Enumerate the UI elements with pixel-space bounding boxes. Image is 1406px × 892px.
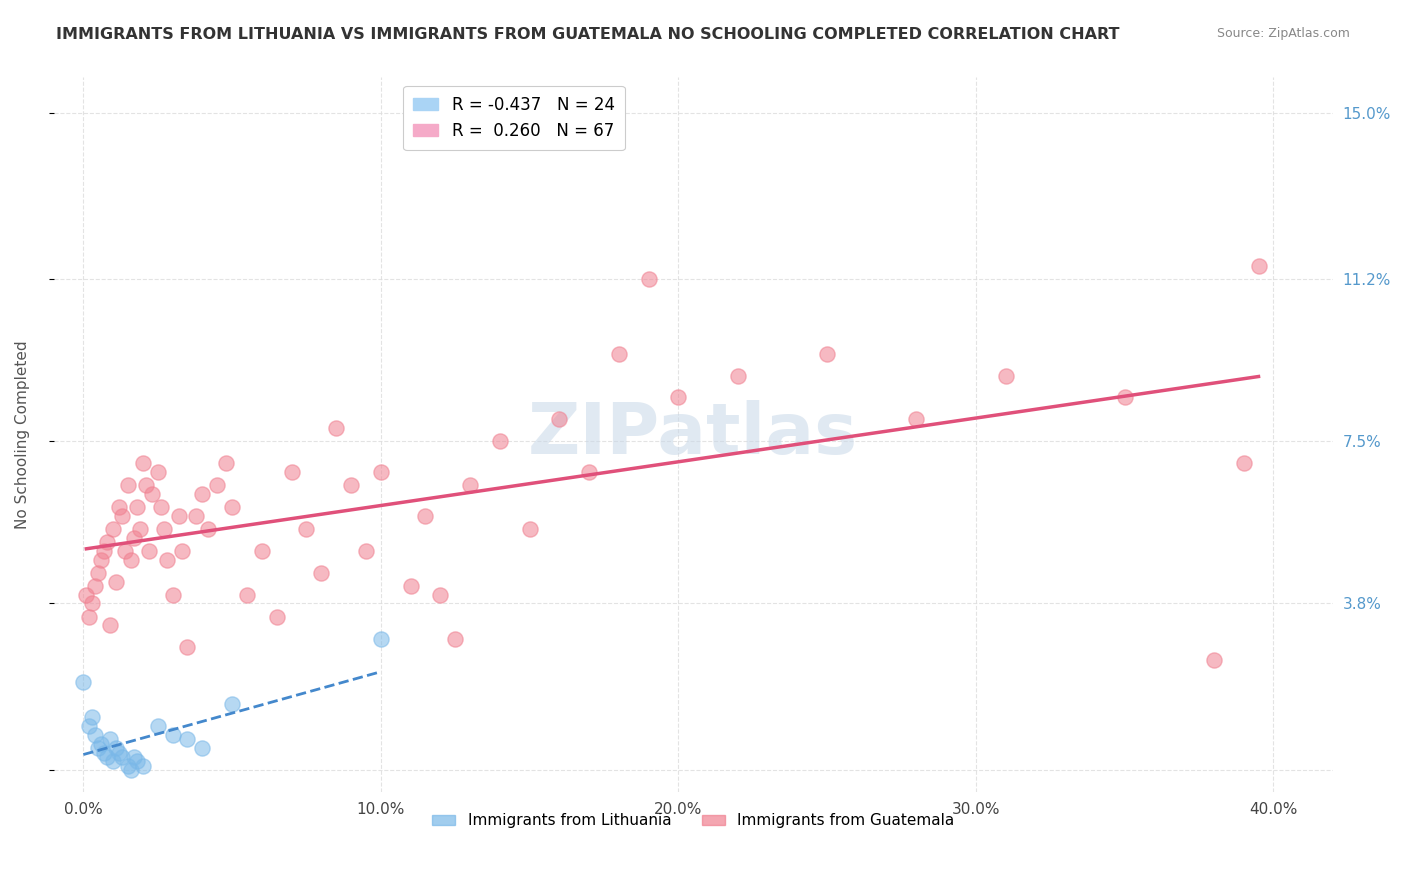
- Immigrants from Guatemala: [1233, 456, 1256, 470]
- Immigrants from Lithuania: [120, 763, 142, 777]
- Immigrants from Guatemala: [727, 368, 749, 383]
- Immigrants from Guatemala: [108, 500, 131, 514]
- Immigrants from Lithuania: [82, 710, 104, 724]
- Immigrants from Guatemala: [111, 508, 134, 523]
- Immigrants from Lithuania: [87, 741, 110, 756]
- Immigrants from Lithuania: [117, 758, 139, 772]
- Immigrants from Guatemala: [548, 412, 571, 426]
- Immigrants from Guatemala: [578, 465, 600, 479]
- Immigrants from Guatemala: [399, 579, 422, 593]
- Immigrants from Guatemala: [458, 478, 481, 492]
- Immigrants from Guatemala: [280, 465, 302, 479]
- Immigrants from Guatemala: [98, 618, 121, 632]
- Immigrants from Guatemala: [114, 544, 136, 558]
- Immigrants from Guatemala: [101, 522, 124, 536]
- Immigrants from Guatemala: [122, 531, 145, 545]
- Immigrants from Guatemala: [815, 346, 838, 360]
- Immigrants from Lithuania: [370, 632, 392, 646]
- Immigrants from Guatemala: [170, 544, 193, 558]
- Immigrants from Guatemala: [1202, 653, 1225, 667]
- Immigrants from Guatemala: [141, 487, 163, 501]
- Immigrants from Guatemala: [132, 456, 155, 470]
- Immigrants from Guatemala: [90, 552, 112, 566]
- Immigrants from Guatemala: [444, 632, 467, 646]
- Immigrants from Lithuania: [191, 741, 214, 756]
- Immigrants from Guatemala: [354, 544, 377, 558]
- Y-axis label: No Schooling Completed: No Schooling Completed: [15, 341, 30, 529]
- Immigrants from Guatemala: [105, 574, 128, 589]
- Immigrants from Guatemala: [138, 544, 160, 558]
- Immigrants from Lithuania: [90, 737, 112, 751]
- Immigrants from Guatemala: [125, 500, 148, 514]
- Immigrants from Lithuania: [105, 741, 128, 756]
- Text: Source: ZipAtlas.com: Source: ZipAtlas.com: [1216, 27, 1350, 40]
- Immigrants from Guatemala: [311, 566, 333, 580]
- Immigrants from Guatemala: [135, 478, 157, 492]
- Immigrants from Guatemala: [666, 391, 689, 405]
- Immigrants from Lithuania: [146, 719, 169, 733]
- Immigrants from Guatemala: [156, 552, 179, 566]
- Immigrants from Guatemala: [117, 478, 139, 492]
- Immigrants from Guatemala: [519, 522, 541, 536]
- Immigrants from Guatemala: [162, 588, 184, 602]
- Immigrants from Lithuania: [79, 719, 101, 733]
- Immigrants from Guatemala: [1247, 259, 1270, 273]
- Immigrants from Guatemala: [75, 588, 97, 602]
- Immigrants from Guatemala: [1114, 391, 1136, 405]
- Immigrants from Guatemala: [186, 508, 208, 523]
- Immigrants from Guatemala: [197, 522, 219, 536]
- Immigrants from Guatemala: [489, 434, 512, 449]
- Immigrants from Guatemala: [93, 544, 115, 558]
- Immigrants from Guatemala: [84, 579, 107, 593]
- Immigrants from Guatemala: [79, 609, 101, 624]
- Immigrants from Guatemala: [250, 544, 273, 558]
- Immigrants from Guatemala: [637, 272, 659, 286]
- Text: IMMIGRANTS FROM LITHUANIA VS IMMIGRANTS FROM GUATEMALA NO SCHOOLING COMPLETED CO: IMMIGRANTS FROM LITHUANIA VS IMMIGRANTS …: [56, 27, 1119, 42]
- Text: ZIPatlas: ZIPatlas: [529, 401, 858, 469]
- Immigrants from Lithuania: [162, 728, 184, 742]
- Immigrants from Guatemala: [221, 500, 243, 514]
- Immigrants from Lithuania: [111, 750, 134, 764]
- Immigrants from Guatemala: [96, 535, 118, 549]
- Immigrants from Guatemala: [994, 368, 1017, 383]
- Legend: Immigrants from Lithuania, Immigrants from Guatemala: Immigrants from Lithuania, Immigrants fr…: [426, 807, 960, 834]
- Immigrants from Lithuania: [98, 732, 121, 747]
- Immigrants from Guatemala: [87, 566, 110, 580]
- Immigrants from Guatemala: [415, 508, 437, 523]
- Immigrants from Guatemala: [266, 609, 288, 624]
- Immigrants from Lithuania: [108, 746, 131, 760]
- Immigrants from Guatemala: [167, 508, 190, 523]
- Immigrants from Lithuania: [125, 754, 148, 768]
- Immigrants from Guatemala: [146, 465, 169, 479]
- Immigrants from Guatemala: [191, 487, 214, 501]
- Immigrants from Guatemala: [340, 478, 363, 492]
- Immigrants from Guatemala: [370, 465, 392, 479]
- Immigrants from Lithuania: [122, 750, 145, 764]
- Immigrants from Guatemala: [149, 500, 172, 514]
- Immigrants from Guatemala: [128, 522, 150, 536]
- Immigrants from Guatemala: [207, 478, 229, 492]
- Immigrants from Guatemala: [215, 456, 238, 470]
- Immigrants from Lithuania: [132, 758, 155, 772]
- Immigrants from Lithuania: [176, 732, 198, 747]
- Immigrants from Guatemala: [325, 421, 347, 435]
- Immigrants from Lithuania: [93, 746, 115, 760]
- Immigrants from Lithuania: [96, 750, 118, 764]
- Immigrants from Guatemala: [607, 346, 630, 360]
- Immigrants from Guatemala: [176, 640, 198, 655]
- Immigrants from Guatemala: [905, 412, 928, 426]
- Immigrants from Guatemala: [429, 588, 451, 602]
- Immigrants from Lithuania: [221, 698, 243, 712]
- Immigrants from Guatemala: [152, 522, 174, 536]
- Immigrants from Lithuania: [84, 728, 107, 742]
- Immigrants from Guatemala: [236, 588, 259, 602]
- Immigrants from Guatemala: [295, 522, 318, 536]
- Immigrants from Guatemala: [120, 552, 142, 566]
- Immigrants from Lithuania: [101, 754, 124, 768]
- Immigrants from Lithuania: [72, 675, 94, 690]
- Immigrants from Guatemala: [82, 597, 104, 611]
